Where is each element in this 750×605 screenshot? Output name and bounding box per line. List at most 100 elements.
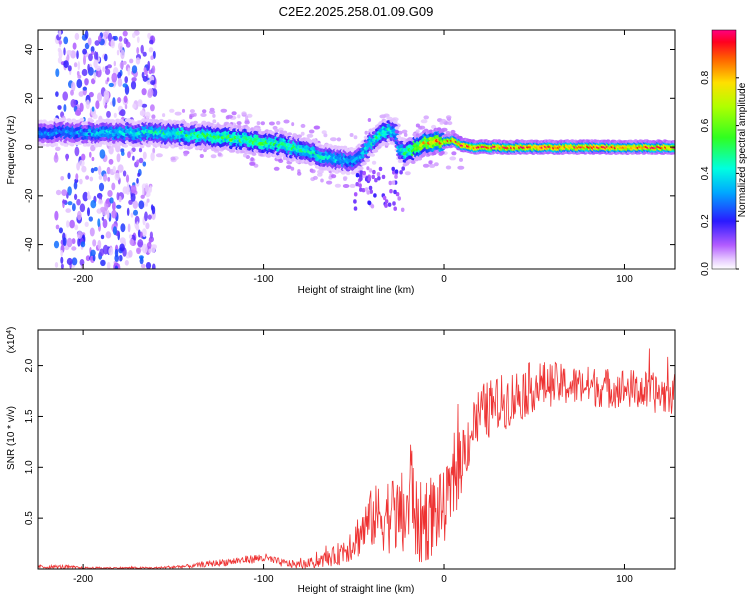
heatmap-cell bbox=[369, 189, 374, 194]
heatmap-cell bbox=[183, 152, 188, 157]
heatmap-cell bbox=[114, 172, 121, 181]
heatmap-cell bbox=[440, 150, 445, 155]
heatmap-cell bbox=[382, 195, 387, 201]
heatmap-cell bbox=[130, 80, 137, 90]
colorbar-tick-label: 0.6 bbox=[700, 118, 711, 132]
snr-y-scale: (x104) bbox=[6, 327, 18, 354]
x-tick-label: 100 bbox=[616, 574, 633, 585]
heatmap-cell bbox=[81, 153, 86, 161]
x-tick-label: 0 bbox=[441, 574, 447, 585]
heatmap-cell bbox=[71, 81, 76, 92]
heatmap-cell bbox=[54, 262, 59, 268]
heatmap-cell bbox=[117, 72, 122, 79]
heatmap-cell bbox=[256, 121, 261, 126]
heatmap-cell bbox=[237, 114, 241, 119]
heatmap-cell bbox=[212, 119, 217, 124]
heatmap-cell bbox=[447, 121, 453, 126]
heatmap-cell bbox=[108, 247, 114, 256]
heatmap-cell bbox=[330, 137, 337, 142]
heatmap-cell bbox=[89, 176, 94, 182]
heatmap-cell bbox=[106, 77, 110, 82]
heatmap-cell bbox=[136, 36, 140, 43]
heatmap-cell bbox=[98, 165, 102, 176]
heatmap-cell bbox=[147, 214, 152, 220]
heatmap-cell bbox=[71, 246, 77, 251]
heatmap-cell bbox=[147, 60, 151, 71]
heatmap-cell bbox=[227, 123, 233, 127]
heatmap-cell bbox=[113, 35, 118, 41]
heatmap-cell bbox=[87, 207, 90, 217]
heatmap-cell bbox=[138, 147, 143, 153]
heatmap-cell bbox=[124, 260, 129, 266]
heatmap-cell bbox=[150, 244, 156, 253]
heatmap-cell bbox=[90, 200, 97, 209]
heatmap-cell bbox=[81, 68, 88, 77]
heatmap-cell bbox=[112, 97, 116, 107]
heatmap-cell bbox=[141, 243, 148, 254]
heatmap-cell bbox=[111, 209, 117, 219]
heatmap-cell bbox=[90, 46, 95, 53]
heatmap-cell bbox=[150, 55, 154, 60]
heatmap-cell bbox=[250, 157, 254, 162]
heatmap-cell bbox=[128, 250, 133, 258]
heatmap-cell bbox=[90, 249, 96, 257]
heatmap-cell bbox=[141, 71, 145, 79]
heatmap-cell bbox=[170, 156, 176, 161]
heatmap-cell bbox=[108, 145, 114, 155]
heatmap-cell bbox=[148, 69, 153, 75]
colorbar-label: Normalized spectral amplitude bbox=[737, 82, 748, 217]
heatmap-cell bbox=[127, 151, 131, 159]
heatmap-cell bbox=[136, 221, 139, 230]
y-tick-label: 0.5 bbox=[24, 511, 35, 525]
heatmap-cell bbox=[152, 263, 156, 269]
heatmap-cell bbox=[249, 161, 256, 166]
heatmap-cell bbox=[80, 241, 86, 248]
heatmap-cell bbox=[371, 174, 376, 180]
spectrogram-x-label: Height of straight line (km) bbox=[298, 285, 415, 296]
heatmap-cell bbox=[141, 103, 148, 108]
heatmap-cell bbox=[122, 186, 128, 194]
heatmap-cell bbox=[349, 133, 354, 137]
y-tick-label: -40 bbox=[24, 237, 35, 252]
heatmap-cell bbox=[114, 254, 119, 262]
heatmap-cell bbox=[73, 181, 78, 190]
heatmap-cell bbox=[374, 178, 378, 183]
heatmap-cell bbox=[148, 47, 154, 53]
heatmap-cell bbox=[349, 183, 356, 188]
heatmap-cell bbox=[395, 192, 400, 197]
heatmap-cell bbox=[89, 119, 94, 123]
y-tick-label: 40 bbox=[24, 44, 35, 56]
heatmap-cell bbox=[116, 49, 120, 56]
heatmap-cell bbox=[251, 152, 257, 156]
heatmap-cell bbox=[244, 120, 250, 125]
heatmap-cell bbox=[89, 227, 95, 237]
heatmap-cell bbox=[336, 137, 342, 142]
heatmap-cell bbox=[71, 257, 78, 266]
heatmap-cell bbox=[108, 82, 114, 88]
heatmap-cell bbox=[146, 198, 150, 203]
heatmap-cell bbox=[367, 200, 372, 206]
heatmap-cell bbox=[353, 199, 357, 204]
heatmap-cell bbox=[142, 51, 147, 57]
heatmap-cell bbox=[93, 71, 97, 81]
heatmap-cell bbox=[94, 51, 97, 60]
heatmap-cell bbox=[139, 110, 145, 117]
heatmap-cell bbox=[376, 172, 381, 177]
heatmap-cell bbox=[136, 177, 139, 184]
snr-y-scale-text: (x10 bbox=[6, 333, 17, 353]
colorbar-ticks: 0.0 0.2 0.4 0.6 0.8 bbox=[700, 70, 739, 276]
heatmap-cell bbox=[140, 231, 143, 239]
heatmap-cell bbox=[113, 60, 117, 67]
heatmap-cell bbox=[112, 201, 116, 211]
heatmap-cell bbox=[88, 91, 94, 98]
heatmap-cell bbox=[118, 111, 124, 116]
heatmap-cell bbox=[149, 39, 154, 45]
heatmap-cell bbox=[125, 174, 130, 183]
heatmap-cell bbox=[63, 143, 68, 147]
heatmap-cell bbox=[85, 255, 91, 262]
heatmap-cell bbox=[150, 80, 156, 86]
heatmap-cell bbox=[147, 88, 154, 97]
heatmap-cell bbox=[415, 123, 420, 128]
heatmap-cell bbox=[139, 144, 145, 149]
heatmap-cell bbox=[371, 160, 377, 165]
